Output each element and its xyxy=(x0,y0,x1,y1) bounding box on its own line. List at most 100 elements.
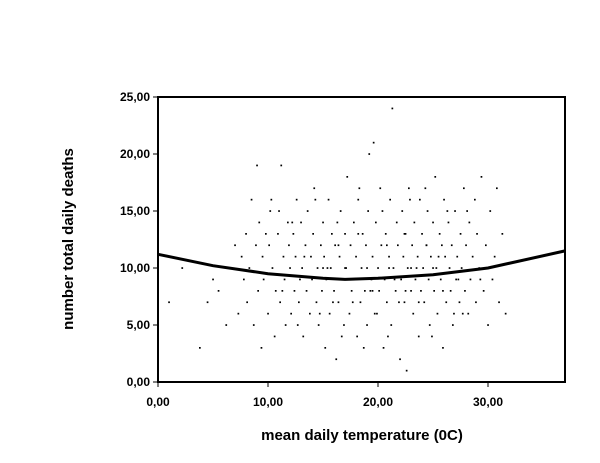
data-point xyxy=(357,198,360,201)
data-point xyxy=(450,244,453,247)
data-point xyxy=(255,244,257,247)
data-point xyxy=(293,290,296,292)
data-point xyxy=(406,267,409,269)
data-point xyxy=(382,347,385,349)
data-point xyxy=(256,164,258,167)
data-point xyxy=(426,210,429,212)
data-point xyxy=(322,267,324,269)
data-point xyxy=(378,290,380,292)
data-point xyxy=(288,244,290,247)
data-point xyxy=(452,324,454,326)
data-point xyxy=(409,198,411,201)
data-point xyxy=(380,244,383,247)
data-point xyxy=(292,233,295,235)
y-tick-label: 20,00 xyxy=(120,147,150,161)
data-point xyxy=(237,312,240,315)
data-point xyxy=(404,233,407,235)
data-point xyxy=(416,255,419,258)
data-point xyxy=(318,312,321,315)
data-point xyxy=(475,301,477,304)
data-point xyxy=(212,278,214,281)
data-point xyxy=(206,301,209,304)
data-point xyxy=(464,290,466,292)
data-point xyxy=(353,221,355,224)
data-point xyxy=(358,187,361,190)
data-point xyxy=(317,324,320,326)
data-point xyxy=(301,267,303,269)
data-point xyxy=(384,233,387,235)
data-point xyxy=(400,278,402,281)
data-point xyxy=(250,198,253,201)
x-tick-label: 30,00 xyxy=(473,395,503,409)
data-point xyxy=(417,335,420,338)
data-point xyxy=(438,233,441,235)
data-point xyxy=(326,267,329,269)
data-point xyxy=(424,187,427,190)
data-point xyxy=(397,244,399,247)
data-point xyxy=(401,210,404,212)
data-point xyxy=(261,255,264,258)
data-point xyxy=(402,255,405,258)
data-point xyxy=(449,290,452,292)
data-point xyxy=(361,233,364,235)
data-point xyxy=(455,278,457,281)
data-point xyxy=(408,187,410,190)
data-point xyxy=(245,233,247,235)
data-point xyxy=(258,221,261,224)
fit-line xyxy=(157,249,566,281)
data-point xyxy=(260,347,263,349)
data-point xyxy=(403,301,406,304)
data-point xyxy=(246,301,248,304)
data-point xyxy=(364,290,366,292)
data-point xyxy=(427,278,430,281)
data-point xyxy=(257,290,259,292)
data-point xyxy=(269,210,272,212)
data-point xyxy=(344,233,346,235)
data-point xyxy=(417,301,420,304)
data-point xyxy=(289,267,291,269)
data-point xyxy=(355,255,357,258)
data-point xyxy=(300,221,302,224)
data-point xyxy=(324,347,327,349)
data-point xyxy=(403,233,406,235)
data-point xyxy=(442,290,444,292)
data-point xyxy=(439,278,442,281)
data-point xyxy=(377,267,379,269)
data-point xyxy=(268,244,270,247)
data-point xyxy=(313,187,316,190)
data-point xyxy=(479,278,482,281)
data-point xyxy=(412,312,415,315)
data-point xyxy=(320,244,322,247)
data-point xyxy=(267,312,269,315)
data-point xyxy=(329,267,332,269)
data-point xyxy=(265,233,267,235)
data-point xyxy=(375,221,377,224)
data-point xyxy=(333,290,335,292)
data-point xyxy=(437,255,440,258)
data-point xyxy=(296,324,299,326)
data-point xyxy=(349,244,352,247)
data-point xyxy=(498,301,500,304)
data-point xyxy=(476,233,478,235)
data-point xyxy=(359,301,362,304)
data-point xyxy=(306,210,309,212)
data-point xyxy=(366,324,368,326)
data-point xyxy=(295,198,298,201)
data-point xyxy=(381,210,384,212)
data-point xyxy=(343,324,345,326)
data-point xyxy=(331,233,333,235)
data-point xyxy=(394,290,397,292)
data-point xyxy=(346,176,349,178)
data-point xyxy=(501,233,504,235)
y-tick-label: 0,00 xyxy=(127,375,151,389)
data-point xyxy=(431,335,433,338)
data-point xyxy=(339,210,342,212)
data-point xyxy=(383,278,386,281)
data-point xyxy=(457,278,460,281)
data-point xyxy=(392,267,395,269)
y-tick-label: 15,00 xyxy=(120,204,150,218)
data-point xyxy=(376,312,378,315)
data-point xyxy=(387,335,389,338)
data-point xyxy=(356,335,358,338)
data-point xyxy=(350,290,353,292)
